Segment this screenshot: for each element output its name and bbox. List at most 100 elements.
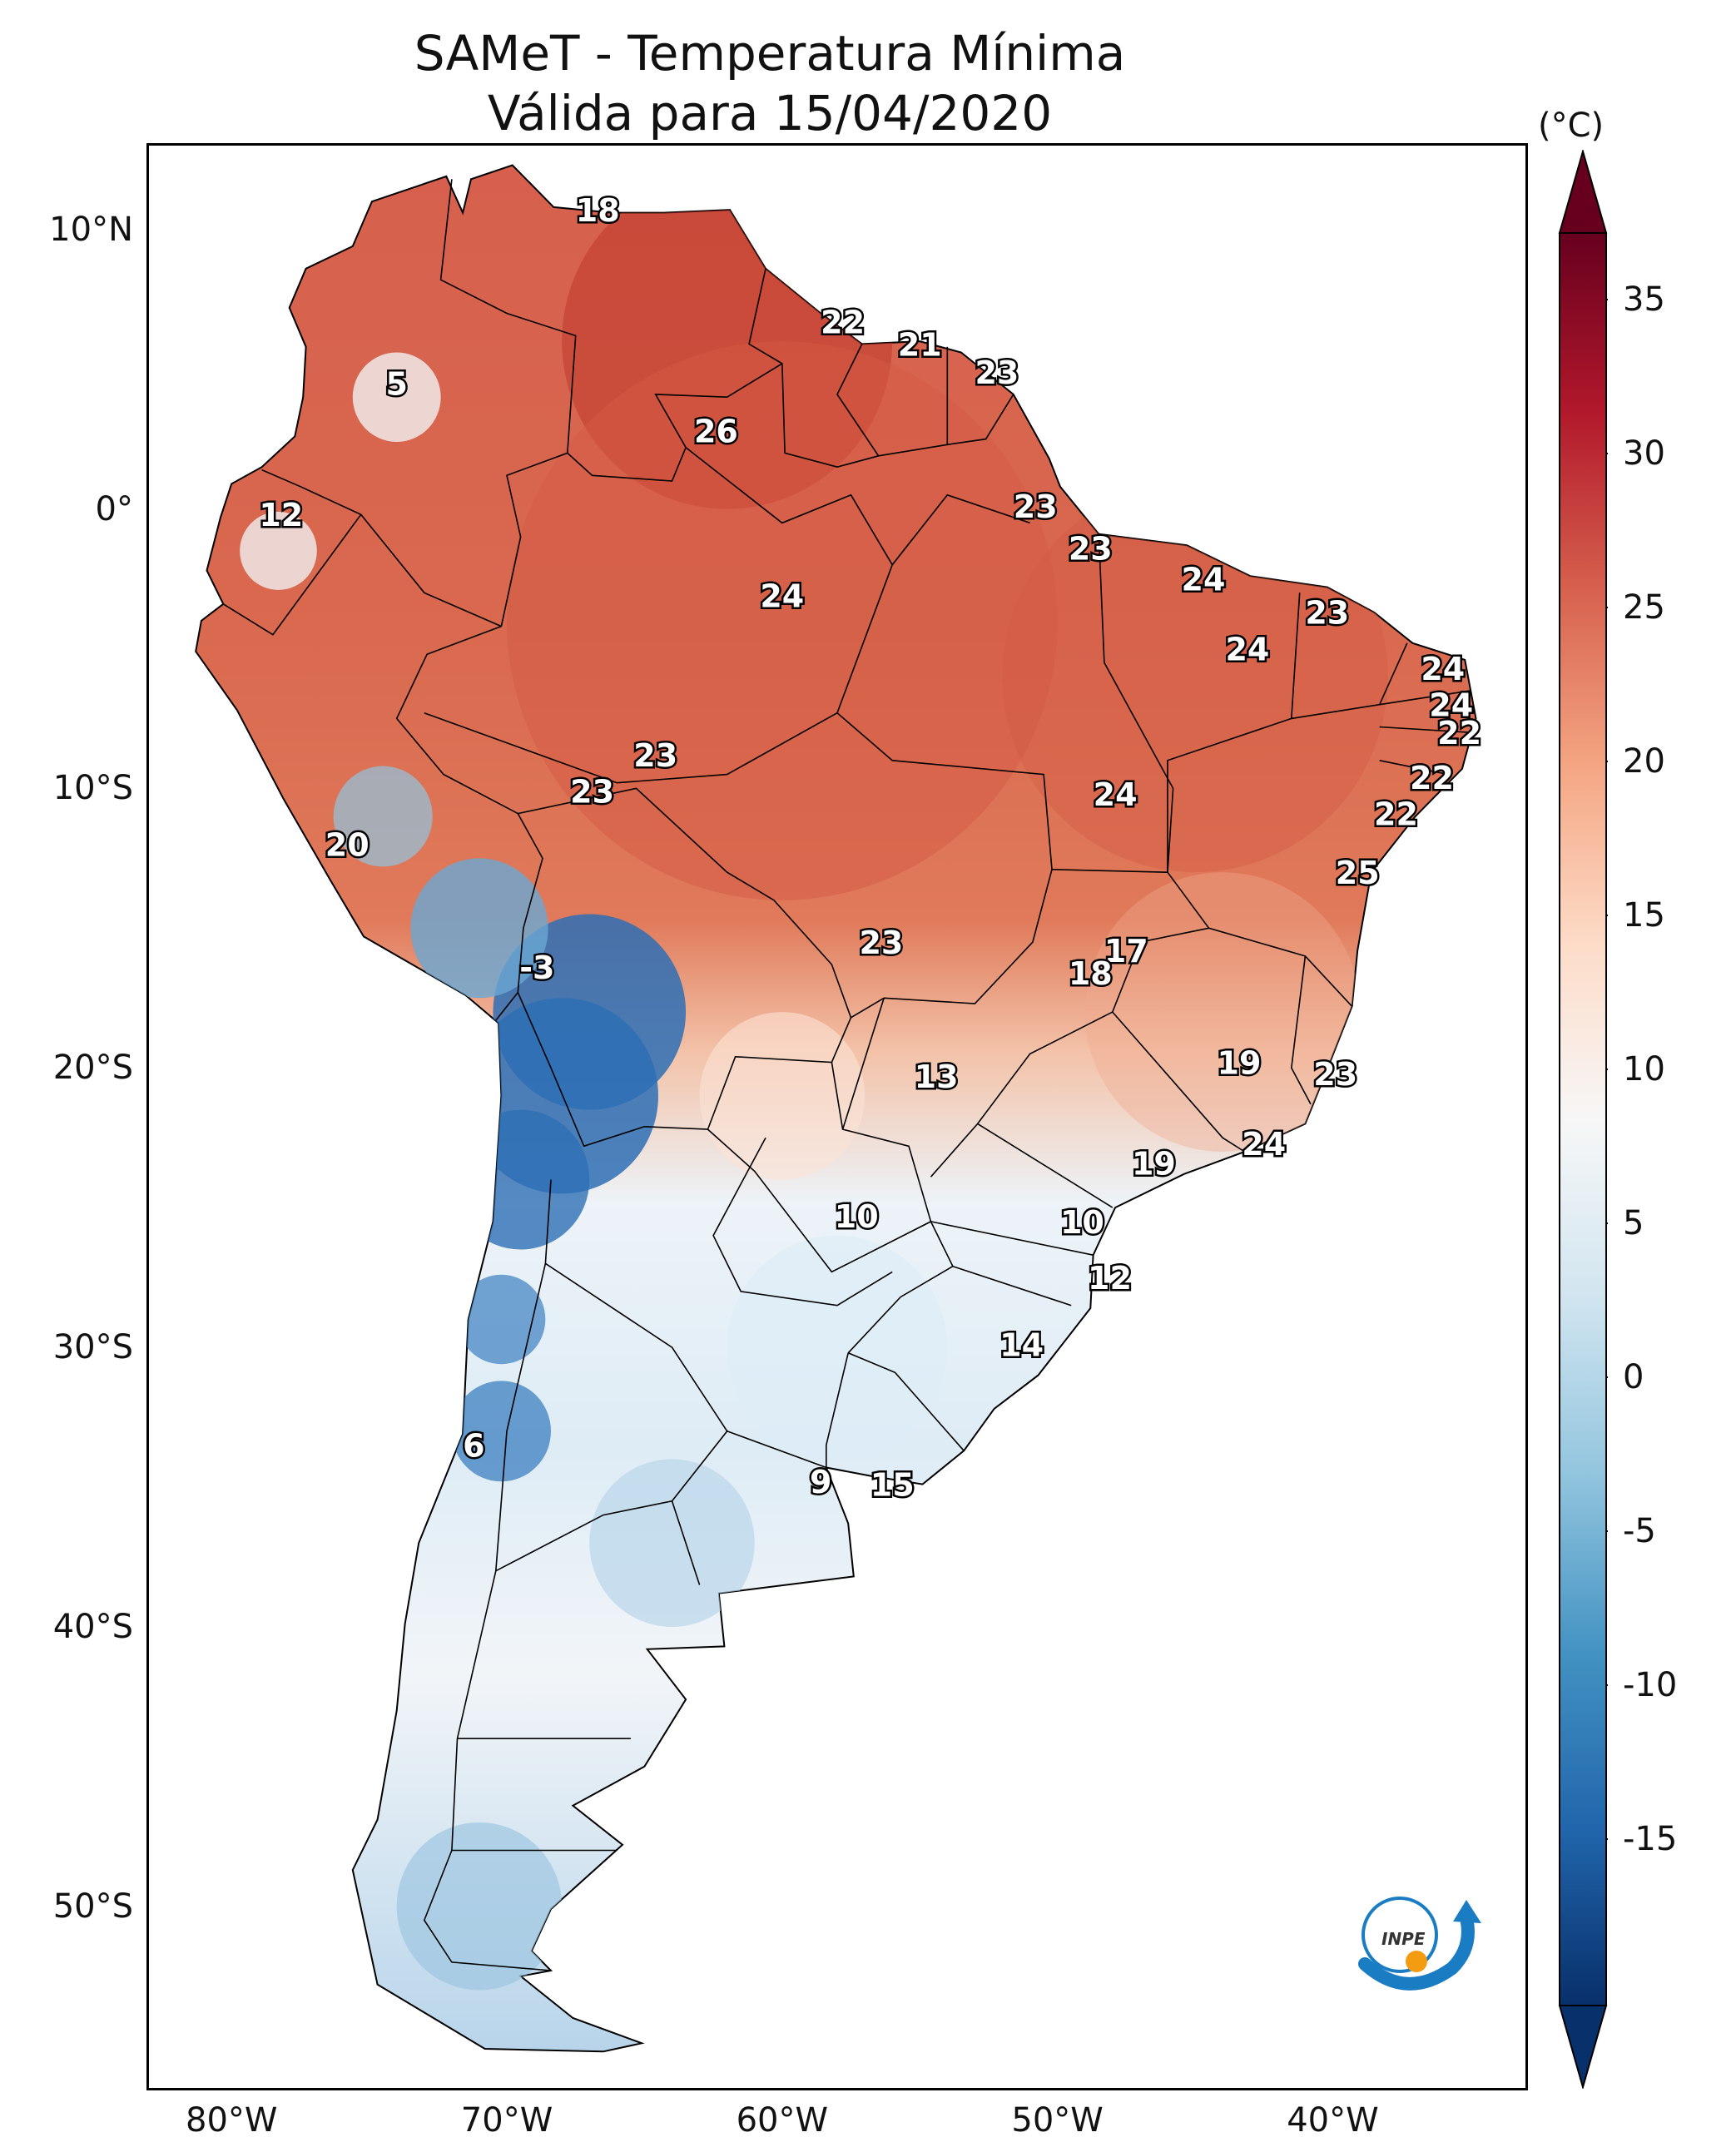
temperature-value: 23 — [570, 774, 614, 811]
temperature-value: 19 — [1132, 1145, 1176, 1182]
temperature-value: -3 — [519, 950, 554, 986]
latitude-label: 0° — [95, 489, 133, 528]
border-line-26 — [1112, 1011, 1246, 1153]
border-line-8 — [826, 1352, 849, 1468]
temperature-value: 22 — [1437, 715, 1481, 751]
border-line-0 — [439, 179, 577, 627]
temperature-region-16 — [699, 1012, 866, 1180]
temperature-value: 13 — [915, 1059, 959, 1095]
map-title: SAMeT - Temperatura Mínima Válida para 1… — [0, 23, 1540, 143]
colorbar-tick-label: -5 — [1623, 1512, 1656, 1550]
longitude-label: 70°W — [460, 2101, 553, 2140]
temperature-region-15 — [1084, 872, 1361, 1152]
colorbar-tick-label: 20 — [1623, 742, 1665, 781]
temperature-value: 6 — [463, 1428, 484, 1465]
border-line-27 — [977, 1123, 1114, 1208]
temperature-value: 19 — [1218, 1044, 1262, 1081]
temperature-value: 24 — [1094, 776, 1138, 813]
temperature-value: 10 — [1060, 1204, 1104, 1241]
temperature-value: 23 — [633, 737, 677, 774]
longitude-label: 50°W — [1011, 2101, 1104, 2140]
border-line-33 — [727, 1431, 827, 1469]
border-line-25 — [930, 927, 1209, 1178]
colorbar-top-extension — [1558, 150, 1608, 234]
temperature-value: 23 — [1313, 1056, 1357, 1093]
temperature-value: 25 — [1336, 855, 1380, 891]
colorbar-tick-label: 25 — [1623, 588, 1665, 627]
temperature-value: 12 — [259, 497, 303, 533]
border-line-32 — [495, 1262, 728, 1572]
latitude-label: 50°S — [52, 1887, 133, 1926]
temperature-value: 14 — [999, 1327, 1044, 1364]
border-line-22 — [1379, 760, 1449, 776]
temperature-value: 18 — [1069, 955, 1113, 992]
border-line-14 — [685, 447, 893, 566]
border-line-31 — [712, 1137, 893, 1307]
temperature-value: 21 — [898, 326, 942, 363]
colorbar-tick-label: -15 — [1623, 1820, 1678, 1858]
temperature-region-1 — [507, 341, 1058, 900]
temperature-value: 24 — [1225, 631, 1269, 667]
border-line-9 — [847, 1221, 954, 1354]
border-line-24 — [1290, 955, 1312, 1105]
border-line-29 — [952, 1265, 1072, 1307]
temperature-region-7 — [333, 766, 433, 867]
temperature-value: 12 — [1088, 1260, 1132, 1297]
border-line-11 — [836, 344, 880, 457]
temperature-value: 23 — [975, 355, 1019, 391]
colorbar-tick-label: 15 — [1623, 896, 1665, 935]
temperature-value: 24 — [1242, 1126, 1286, 1163]
border-line-2 — [222, 513, 362, 636]
border-line-20 — [1379, 690, 1471, 706]
temperature-region-10 — [352, 352, 441, 442]
temperature-region-9 — [451, 1381, 551, 1482]
temperature-value: 17 — [1104, 933, 1148, 969]
border-line-23 — [1167, 871, 1353, 1007]
colorbar — [1558, 150, 1608, 2089]
temperature-value: 10 — [835, 1198, 879, 1235]
border-line-17 — [1051, 533, 1174, 874]
latitude-label: 40°S — [52, 1607, 133, 1646]
border-line-7 — [847, 1352, 965, 1451]
longitude-label: 40°W — [1287, 2101, 1379, 2140]
latitude-label: 10°N — [49, 210, 133, 249]
title-line-2: Válida para 15/04/2020 — [487, 85, 1053, 141]
temperature-value: 20 — [325, 826, 370, 863]
colorbar-tick-label: 30 — [1623, 434, 1665, 473]
border-line-30 — [841, 998, 885, 1130]
temperature-region-14 — [727, 1235, 948, 1460]
temperature-region-11 — [240, 511, 317, 590]
title-line-1: SAMeT - Temperatura Mínima — [414, 25, 1126, 82]
border-line-28 — [930, 1221, 1094, 1256]
colorbar-unit: (°C) — [1538, 107, 1605, 145]
country-borders — [222, 179, 1471, 1971]
border-line-18 — [1167, 593, 1301, 873]
colorbar-tick-label: -10 — [1623, 1666, 1678, 1704]
temperature-value: 22 — [821, 304, 865, 340]
inpe-logo: INPE — [1358, 1897, 1481, 1991]
latitude-label: 20°S — [52, 1049, 133, 1088]
colorbar-bottom-extension — [1558, 2005, 1608, 2089]
logo-text: INPE — [1381, 1929, 1426, 1949]
latitude-label: 30°S — [52, 1328, 133, 1367]
temperature-value: 15 — [870, 1467, 915, 1504]
temperature-region-5 — [451, 1109, 590, 1250]
temperature-region-12 — [589, 1459, 755, 1627]
temperature-value: 26 — [694, 413, 738, 449]
temperature-value: 18 — [576, 192, 620, 229]
colorbar-tick-label: 0 — [1623, 1358, 1644, 1396]
temperature-value: 24 — [1182, 561, 1226, 598]
map-frame: 18 22 21 23 5 26 12 23 23 24 24 23 24 24 24 22 23 23 24 22 2… — [146, 143, 1528, 2090]
temperature-value: 23 — [859, 925, 903, 961]
colorbar-tick-label: 5 — [1623, 1204, 1644, 1242]
border-line-16 — [836, 712, 1053, 1019]
border-line-1 — [261, 469, 502, 627]
temperature-value: 23 — [1069, 530, 1113, 567]
border-line-10 — [748, 268, 1014, 469]
temperature-region-13 — [396, 1822, 563, 1991]
temperature-value: 5 — [385, 365, 407, 402]
temperature-value: 22 — [1410, 760, 1454, 796]
temperature-region-2 — [1002, 480, 1388, 873]
